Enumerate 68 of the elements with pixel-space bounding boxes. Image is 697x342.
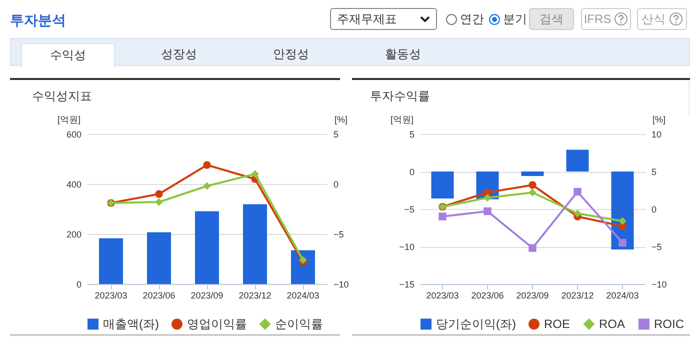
y2-axis-title: [%] bbox=[652, 114, 666, 124]
point bbox=[618, 217, 626, 225]
x-tick-label: 2023/03 bbox=[426, 290, 459, 300]
legend-label: ROA bbox=[599, 317, 626, 332]
y-tick-label: 400 bbox=[66, 180, 82, 190]
x-tick-label: 2023/03 bbox=[94, 290, 128, 300]
y-tick-label: 200 bbox=[66, 230, 82, 240]
x-tick-label: 2023/09 bbox=[516, 290, 549, 300]
tab-strip: 수익성 성장성 안정성 활동성 bbox=[10, 38, 690, 66]
point bbox=[484, 194, 492, 202]
radio: 연간 bbox=[444, 8, 486, 30]
x-tick-label: 2024/03 bbox=[606, 290, 639, 300]
bar bbox=[243, 204, 267, 284]
y2-tick-label: −10 bbox=[652, 280, 667, 290]
legend-label: 영업이익률 bbox=[187, 317, 247, 332]
bar bbox=[195, 211, 219, 284]
point bbox=[203, 161, 211, 169]
text: 투자분석 bbox=[10, 12, 66, 30]
point bbox=[574, 188, 582, 196]
point bbox=[155, 198, 163, 206]
y2-tick-label: 5 bbox=[652, 167, 657, 177]
button: 검색 bbox=[529, 8, 574, 30]
y2-axis-title: [%] bbox=[334, 114, 348, 124]
y-tick-label: −15 bbox=[399, 280, 414, 290]
radio: 분기 bbox=[488, 8, 528, 30]
chart-title: 투자수익률 bbox=[370, 89, 430, 103]
select-field: 주재무제표 bbox=[330, 8, 437, 30]
y2-tick-label: 5 bbox=[334, 130, 339, 140]
point bbox=[203, 182, 211, 190]
y2-tick-label: −5 bbox=[334, 230, 344, 240]
point bbox=[484, 207, 492, 216]
x-tick-label: 2023/06 bbox=[142, 290, 176, 300]
y2-tick-label: 0 bbox=[652, 204, 657, 214]
chart-title: 수익성지표 bbox=[32, 89, 92, 103]
y-axis-title: [억원] bbox=[390, 114, 414, 124]
button: IFRS bbox=[581, 8, 631, 30]
point bbox=[574, 210, 582, 218]
x-tick-label: 2023/09 bbox=[190, 290, 224, 300]
legend-label: 당기순이익(좌) bbox=[436, 317, 516, 332]
y-tick-label: 600 bbox=[66, 130, 82, 140]
point bbox=[155, 190, 163, 198]
point bbox=[528, 244, 536, 252]
point bbox=[438, 212, 446, 220]
point bbox=[251, 170, 259, 178]
point bbox=[528, 181, 536, 189]
x-tick-label: 2024/03 bbox=[286, 290, 320, 300]
y-tick-label: 0 bbox=[409, 167, 414, 177]
y2-tick-label: −5 bbox=[652, 242, 662, 252]
x-tick-label: 2023/12 bbox=[561, 290, 594, 300]
bar bbox=[99, 238, 123, 284]
y2-tick-label: 10 bbox=[652, 130, 662, 140]
y-tick-label: 0 bbox=[76, 280, 82, 290]
y-axis-title: [억원] bbox=[58, 114, 81, 124]
legend-label: 매출액(좌) bbox=[103, 317, 159, 332]
legend-label: 순이익률 bbox=[275, 317, 323, 332]
bar bbox=[147, 232, 171, 284]
legend-label: ROIC bbox=[654, 317, 684, 332]
legend-label: ROE bbox=[544, 317, 570, 332]
x-tick-label: 2023/06 bbox=[471, 290, 504, 300]
y-tick-label: 5 bbox=[409, 130, 414, 140]
point bbox=[618, 238, 626, 247]
point bbox=[528, 188, 536, 196]
x-tick-label: 2023/12 bbox=[238, 290, 272, 300]
y2-tick-label: −10 bbox=[334, 280, 349, 290]
y-tick-label: −5 bbox=[404, 204, 414, 214]
y2-tick-label: 0 bbox=[334, 180, 339, 190]
y-tick-label: −10 bbox=[399, 242, 414, 252]
button: 산식 bbox=[637, 8, 687, 30]
